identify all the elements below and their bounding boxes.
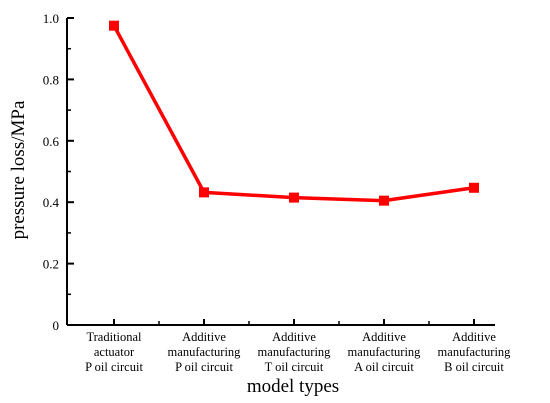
- x-tick-label: Additive manufacturing B oil circuit: [438, 330, 512, 374]
- x-tick-label-line: manufacturing: [168, 345, 242, 359]
- x-tick-label-line: Additive: [272, 330, 316, 344]
- x-tick-label: Additive manufacturing P oil circuit: [168, 330, 242, 374]
- x-tick-label-line: Additive: [452, 330, 496, 344]
- data-point: [379, 195, 389, 206]
- x-tick-label-line: Additive: [182, 330, 226, 344]
- y-tick-label: 1.0: [43, 11, 59, 26]
- y-tick-label: 0: [53, 318, 60, 333]
- x-tick-label: Additive manufacturing A oil circuit: [348, 330, 422, 374]
- x-tick-label-line: A oil circuit: [354, 360, 414, 374]
- x-axis-title: model types: [247, 376, 339, 397]
- x-tick-label-line: manufacturing: [438, 345, 512, 359]
- x-tick-label-line: Additive: [362, 330, 406, 344]
- data-point: [289, 192, 299, 203]
- data-point: [469, 182, 479, 193]
- x-tick-label-line: manufacturing: [348, 345, 422, 359]
- y-tick-label: 0.2: [43, 257, 59, 272]
- x-tick-label-line: Traditional: [86, 330, 142, 344]
- x-tick-label-line: B oil circuit: [444, 360, 504, 374]
- y-axis-title: pressure loss/MPa: [8, 100, 29, 239]
- y-tick-label: 0.8: [43, 72, 59, 87]
- x-tick-label-line: actuator: [94, 345, 135, 359]
- x-tick-label-line: P oil circuit: [85, 360, 143, 374]
- data-point: [199, 187, 209, 198]
- x-tick-label-line: manufacturing: [258, 345, 332, 359]
- series-line: [112, 24, 475, 203]
- y-tick-label: 0.6: [43, 134, 60, 149]
- data-point: [109, 20, 119, 31]
- x-ticks: Traditional actuator P oil circuitAdditive…: [85, 319, 511, 374]
- y-ticks: 0 0.2 0.4 0.6 0.8 1.0: [43, 11, 74, 333]
- series: [109, 20, 479, 206]
- x-tick-label: Traditional actuator P oil circuit: [85, 330, 143, 374]
- axes: [66, 18, 495, 326]
- x-tick-label-line: P oil circuit: [175, 360, 233, 374]
- x-tick-label-line: T oil circuit: [265, 360, 324, 374]
- y-tick-label: 0.4: [43, 195, 60, 210]
- x-tick-label: Additive manufacturing T oil circuit: [258, 330, 332, 374]
